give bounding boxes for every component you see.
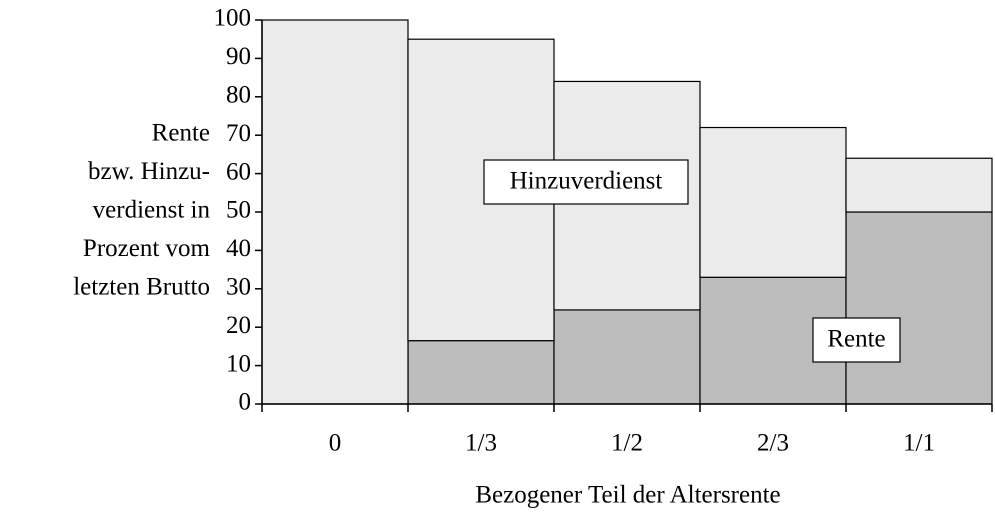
y-tick-label: 90 [226,43,251,70]
x-tick-label: 2/3 [757,430,789,457]
bar-segment [699,126,847,278]
bar-segment [553,309,701,405]
y-axis-title: letzten Brutto [73,274,210,301]
x-tick-label: 1/1 [903,430,935,457]
bar-segment [261,19,409,405]
x-axis-title: Bezogener Teil der Altersrente [475,482,780,509]
bar-segment [407,340,555,405]
y-tick-label: 50 [226,197,251,224]
y-tick-label: 40 [226,235,251,262]
y-tick-label: 70 [226,120,251,147]
bar-segment [845,211,993,405]
y-axis-title: bzw. Hinzu- [88,158,210,185]
y-tick-label: 30 [226,274,251,301]
y-axis-title: Prozent vom [83,235,211,262]
series-label-box [812,317,901,363]
y-tick-label: 100 [214,5,252,32]
x-tick-label: 1/2 [611,430,643,457]
y-tick-label: 10 [226,350,251,377]
y-tick-label: 60 [226,158,251,185]
y-axis-title: Rente [152,120,210,147]
y-tick-label: 20 [226,312,251,339]
y-tick-label: 80 [226,82,251,109]
x-tick-label: 0 [329,430,342,457]
series-label: Rente [827,326,885,353]
series-label-box [483,159,689,205]
y-tick-label: 0 [239,389,252,416]
y-axis-title: verdienst in [93,197,211,224]
series-label: Hinzuverdienst [510,168,663,195]
x-tick-label: 1/3 [465,430,497,457]
bar-segment [845,157,993,213]
